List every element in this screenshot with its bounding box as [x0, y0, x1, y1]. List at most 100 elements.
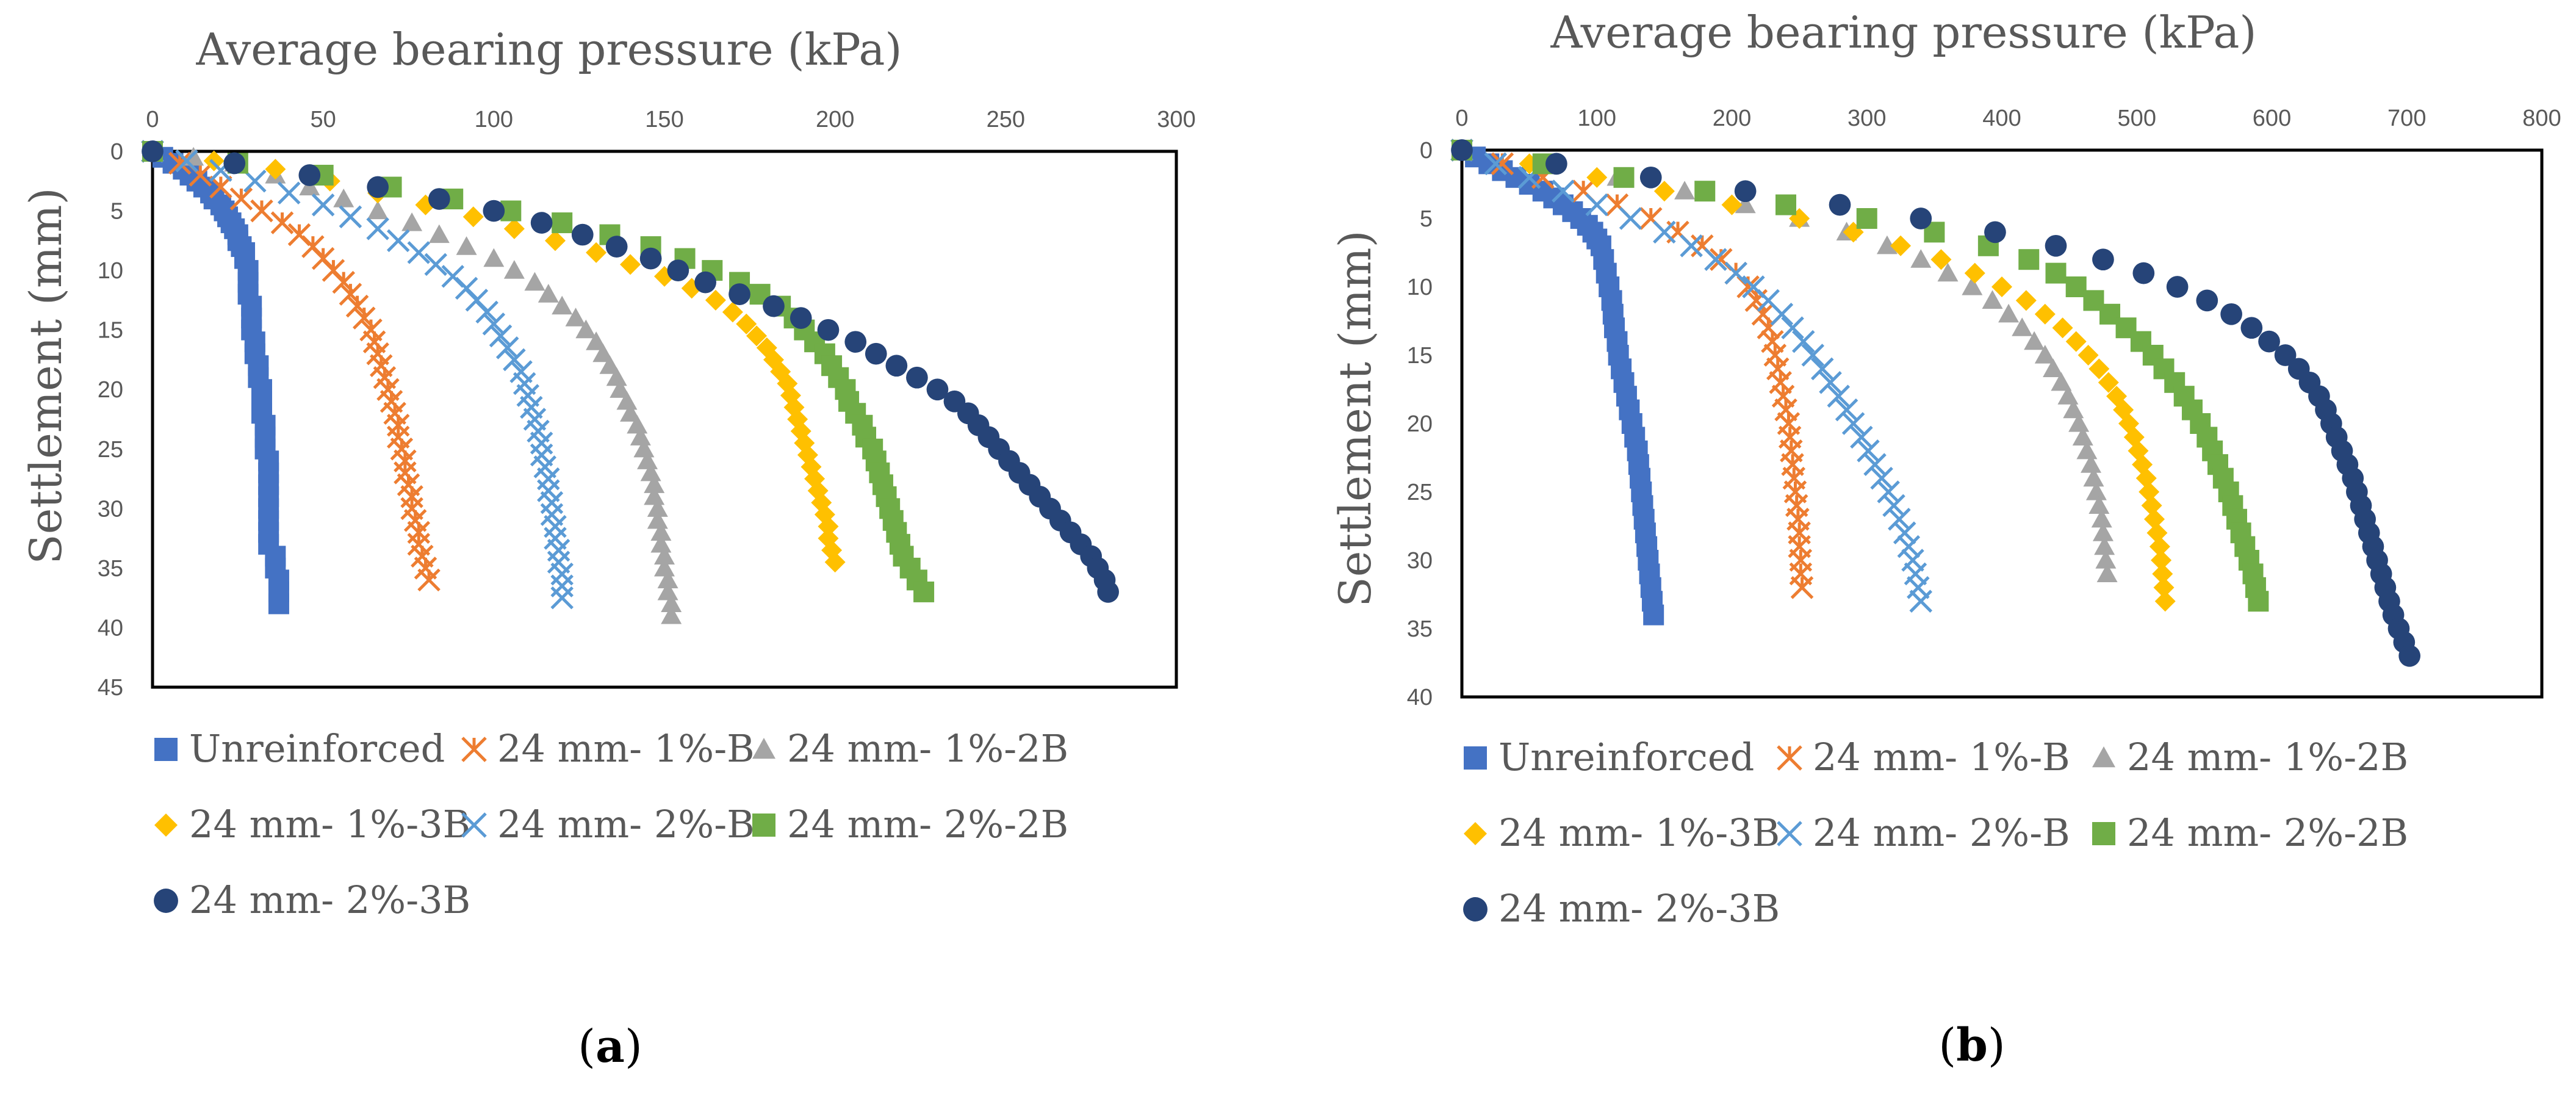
legend-label: 24 mm- 2%-2B	[2127, 810, 2408, 855]
data-point	[2091, 508, 2112, 528]
data-point	[524, 272, 545, 291]
data-point	[1653, 220, 1676, 244]
data-point	[1653, 181, 1675, 202]
series-points	[141, 140, 1119, 624]
y-tick-label: 15	[1407, 343, 1433, 369]
data-point	[1735, 194, 1756, 214]
data-point	[2034, 345, 2056, 364]
legend-marker	[154, 813, 178, 837]
panel-label-letter: b	[1956, 1019, 1988, 1072]
data-point	[2274, 344, 2297, 366]
x-tick-label: 200	[816, 107, 854, 132]
series-unreinforced	[142, 141, 289, 615]
series-points	[1450, 139, 2421, 667]
panel-label-open: (	[578, 1020, 595, 1073]
data-point	[616, 391, 638, 410]
y-ticks: 0 5 10 15 20 25 30 35 40 45	[98, 139, 123, 701]
legend: Unreinforced 24 mm- 1%-B 24 mm- 1%-2B 24 mm…	[154, 726, 1068, 922]
data-point	[661, 605, 682, 624]
data-point	[462, 206, 484, 228]
data-point	[2065, 331, 2087, 352]
data-point	[277, 181, 301, 205]
data-point	[644, 486, 665, 505]
data-point	[1877, 480, 1900, 503]
legend-marker	[752, 813, 775, 837]
legend-item: Unreinforced	[154, 726, 445, 771]
data-point	[1097, 581, 1119, 603]
data-point	[1888, 508, 1911, 531]
data-point	[2085, 482, 2107, 500]
x-ticks: 0 100 200 300 400 500 600 700 800	[1455, 106, 2561, 131]
data-point	[2258, 330, 2280, 353]
data-point	[489, 324, 513, 348]
legend-item: 24 mm- 1%-B	[1777, 735, 2070, 779]
data-point	[424, 253, 448, 276]
data-point	[386, 229, 410, 253]
data-point	[2057, 386, 2079, 405]
y-tick-label: 15	[98, 318, 123, 344]
data-point	[2045, 234, 2067, 257]
data-point	[250, 199, 273, 223]
data-point	[1791, 330, 1815, 353]
y-axis-title: Settlement (mm)	[1329, 230, 1381, 607]
legend-item: 24 mm- 2%-3B	[154, 878, 470, 922]
data-point	[229, 187, 253, 211]
data-point	[407, 241, 431, 264]
legend: Unreinforced 24 mm- 1%-B 24 mm- 1%-2B 24 mm…	[1463, 735, 2408, 931]
data-point	[667, 259, 689, 281]
x-tick-label: 300	[1157, 107, 1195, 132]
data-point	[1761, 330, 1784, 353]
legend-label: Unreinforced	[189, 726, 445, 771]
legend-label: 24 mm- 1%-2B	[2127, 735, 2408, 779]
data-point	[605, 236, 628, 258]
data-point	[2094, 536, 2115, 555]
plot-area	[1460, 148, 2544, 699]
data-point	[763, 295, 785, 317]
legend-item: 24 mm- 2%-3B	[1463, 886, 1780, 931]
y-tick-label: 10	[1407, 275, 1433, 300]
series-24-mm-1-b	[141, 140, 441, 592]
data-point	[1863, 453, 1887, 476]
data-point	[640, 462, 661, 482]
data-point	[2154, 591, 2176, 612]
x-tick-label: 150	[645, 107, 683, 132]
y-tick-label: 5	[1420, 206, 1433, 232]
legend-label: 24 mm- 1%-B	[497, 726, 755, 771]
panel-label-close: )	[1988, 1019, 2006, 1072]
data-point	[1982, 290, 2003, 309]
data-point	[1613, 167, 1635, 188]
data-point	[2149, 536, 2170, 557]
y-tick-label: 20	[98, 377, 123, 403]
data-point	[2152, 563, 2173, 585]
data-point	[1763, 344, 1787, 367]
data-point	[367, 176, 389, 198]
legend-marker	[1464, 822, 1487, 845]
x-tick-label: 250	[987, 107, 1025, 132]
y-tick-label: 30	[1407, 548, 1433, 574]
x-tick-label: 800	[2522, 106, 2561, 131]
legend-label: Unreinforced	[1498, 735, 1754, 779]
data-point	[571, 223, 594, 246]
data-point	[503, 260, 525, 279]
data-point	[2166, 276, 2189, 298]
data-point	[223, 152, 246, 175]
data-point	[627, 414, 648, 434]
data-point	[1619, 207, 1642, 230]
data-point	[1850, 425, 1873, 449]
data-point	[2063, 399, 2084, 419]
y-tick-label: 25	[98, 437, 123, 463]
data-point	[475, 300, 498, 324]
panel-label-close: )	[625, 1020, 642, 1073]
data-point	[865, 342, 887, 365]
data-point	[639, 247, 662, 270]
legend-item: 24 mm- 2%-2B	[752, 802, 1068, 846]
data-point	[2015, 290, 2037, 311]
data-point	[1810, 357, 1834, 381]
legend-label: 24 mm- 1%-2B	[787, 726, 1068, 771]
series-24-mm-2-3b	[1451, 139, 2421, 667]
data-point	[1901, 549, 1924, 572]
data-point	[1890, 235, 1912, 256]
data-point	[311, 193, 335, 217]
data-point	[1774, 398, 1797, 422]
data-point	[428, 224, 450, 243]
